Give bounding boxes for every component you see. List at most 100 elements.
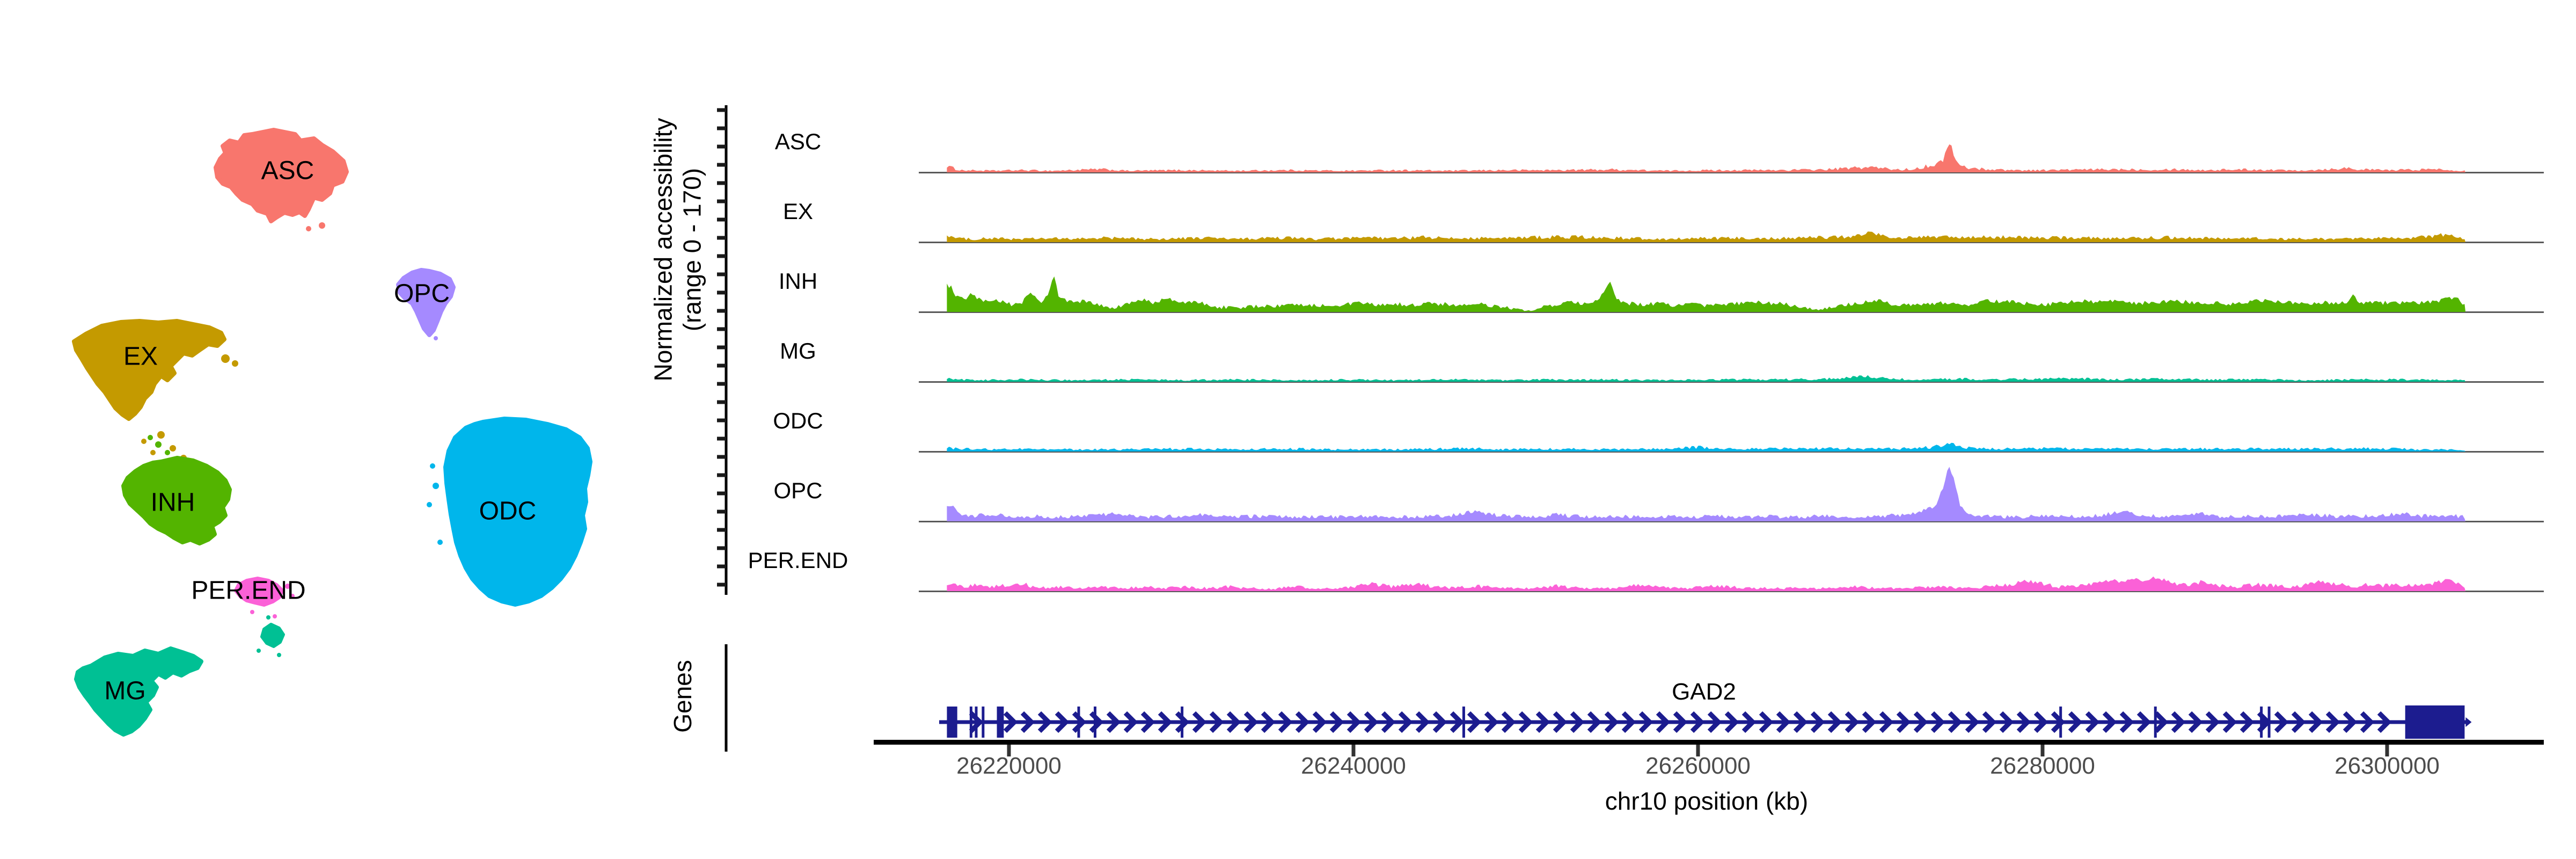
track-baseline-per.end [919,591,2544,592]
gene-strand-arrow [1999,711,2014,733]
gene-exon-box [947,707,957,738]
track-label-mg: MG [780,338,816,363]
umap-cluster-ex-dot [170,445,176,452]
umap-cluster-opc [396,268,456,337]
gene-strand-arrow [2016,711,2031,733]
gene-strand-arrow [1158,711,1173,733]
track-baseline-mg [919,381,2544,383]
gene-strand-arrow [1295,711,1310,733]
umap-cluster-label-inh: INH [150,488,195,517]
gene-strand-arrow [1501,711,1516,733]
gene-strand-arrow [1741,711,1757,733]
track-label-asc: ASC [774,129,822,154]
gene-exon-tick [2154,707,2157,738]
gene-strand-arrow [1484,711,1499,733]
track-area-odc [947,442,2466,452]
gene-strand-arrow [1175,711,1190,733]
gene-strand-arrow [1587,711,1602,733]
gene-strand-arrow [1055,711,1070,733]
gene-strand-arrow [1553,711,1568,733]
gene-strand-arrow [1759,711,1774,733]
gene-strand-arrow [1020,711,1035,733]
umap-cluster-odc-dot [433,483,439,489]
x-axis-title: chr10 position (kb) [1605,787,1809,815]
umap-cluster-label-mg: MG [104,676,146,705]
umap-cluster-perend-dot [250,610,254,614]
gene-strand-arrow [1776,711,1791,733]
gene-strand-arrow [1982,711,1997,733]
gene-strand-arrow [2033,711,2048,733]
gene-exon-tick [982,707,985,738]
gene-strand-arrow [1209,711,1224,733]
track-baseline-opc [919,521,2544,522]
umap-cluster-ex-dot [150,450,156,455]
track-label-opc: OPC [773,478,823,503]
gene-strand-arrow [2068,711,2083,733]
gene-exon-tick [969,707,972,738]
gene-exon-box [997,707,1004,738]
gene-strand-arrow [1896,711,1911,733]
x-axis-tick [1007,745,1011,756]
gene-strand-arrow [1346,711,1362,733]
gene-strand-arrow [1621,711,1636,733]
gene-strand-arrow [2136,711,2151,733]
track-area-opc [947,467,2466,521]
x-tick-label: 26220000 [956,753,1062,779]
umap-cluster-label-asc: ASC [261,156,314,185]
umap-cluster-ex-dot [157,431,165,439]
umap-cluster-perend [234,577,284,607]
gene-last-exon-box [2405,705,2465,739]
x-tick-label: 26280000 [1990,753,2095,779]
umap-cluster-ex-dot [141,439,147,444]
gene-strand-arrow [2274,711,2289,733]
gene-strand-arrow [1827,711,1842,733]
gene-strand-arrow [1879,711,1894,733]
gene-strand-arrow [1930,711,1945,733]
track-area-inh [947,276,2466,312]
gene-exon-tick [2260,707,2263,738]
umap-cluster-odc-dot [427,502,432,507]
umap-cluster-ex-dot [232,360,238,367]
gene-strand-arrow [1123,711,1138,733]
gene-strand-arrow [1690,711,1705,733]
gene-exon-tick [975,707,978,738]
gene-strand-arrow [969,711,984,733]
gene-strand-arrow [1948,711,1963,733]
umap-cluster-perend-dot [273,614,277,618]
gene-strand-arrow [1656,711,1671,733]
gene-end-arrowhead [2465,717,2472,727]
gene-strand-arrow [1140,711,1155,733]
gene-strand-arrow [1604,711,1619,733]
y-axis-label-line2: (range 0 - 170) [678,168,706,332]
umap-cluster-mg [74,646,203,737]
gene-strand-arrow [1106,711,1121,733]
gene-strand-arrow [2240,711,2255,733]
track-area-ex [947,231,2466,242]
gene-strand-arrow [2377,711,2392,733]
gene-strand-arrow [1638,711,1653,733]
gene-strand-arrow [1381,711,1396,733]
gene-strand-arrow [2154,711,2169,733]
track-label-inh: INH [778,268,818,294]
umap-cluster-asc-dot [306,226,311,231]
umap-cluster-mg-dot [266,615,270,620]
track-baseline-ex [919,242,2544,243]
gene-strand-arrow [1261,711,1276,733]
gene-strand-arrow [1415,711,1430,733]
umap-cluster-inh-dot [155,441,162,448]
gene-strand-arrow [2188,711,2203,733]
umap-cluster-mg-fragment [260,623,285,648]
gene-strand-arrow [1432,711,1447,733]
x-tick-label: 26240000 [1301,753,1406,779]
track-baseline-odc [919,451,2544,453]
gene-strand-arrow [1226,711,1241,733]
gene-strand-arrow [1913,711,1928,733]
umap-cluster-odc [443,417,592,607]
gene-exon-tick [1094,707,1096,738]
track-label-per.end: PER.END [748,548,848,573]
x-tick-label: 26260000 [1645,753,1751,779]
gene-strand-arrow [1037,711,1052,733]
y-axis-label: Normalized accessibility (range 0 - 170) [649,118,707,382]
umap-cluster-inh-dot [165,450,170,455]
